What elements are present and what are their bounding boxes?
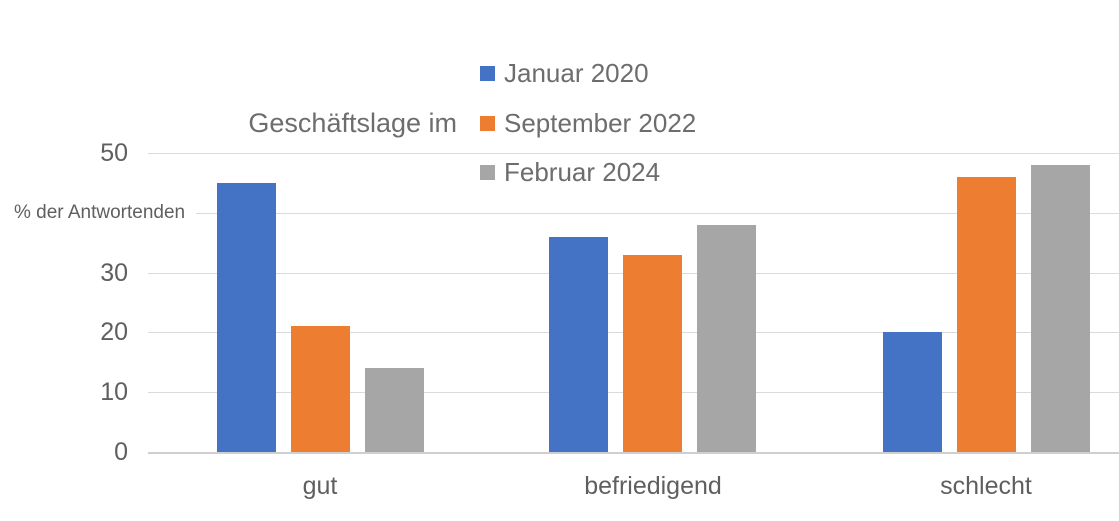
- y-tick-label-10: 10: [100, 378, 128, 407]
- legend-marker-icon: [480, 164, 495, 180]
- y-tick-label-20: 20: [100, 318, 128, 347]
- bar-group-befriedigend: [549, 225, 756, 452]
- gridline-50: [148, 153, 1119, 154]
- bar-januar-2020-gut: [217, 183, 276, 452]
- x-axis-label-gut: gut: [302, 472, 338, 500]
- bar-group-gut: [217, 183, 424, 452]
- bar-februar-2024-befriedigend: [697, 225, 756, 452]
- x-axis-label-schlecht: schlecht: [940, 472, 1032, 500]
- bar-januar-2020-schlecht: [883, 332, 942, 452]
- y-tick-label-30: 30: [100, 258, 128, 287]
- legend-marker-icon: [480, 65, 495, 81]
- legend-label: September 2022: [504, 108, 697, 138]
- legend-marker-icon: [480, 115, 495, 131]
- gridline-40: [148, 212, 1119, 214]
- x-axis-label-befriedigend: befriedigend: [584, 472, 722, 500]
- bar-januar-2020-befriedigend: [549, 237, 608, 452]
- chart-title: Geschäftslage im: [248, 108, 457, 138]
- legend-item-september-2022: September 2022: [480, 107, 696, 139]
- gridline-0: [148, 452, 1119, 454]
- bar-group-schlecht: [883, 165, 1090, 452]
- legend-label: Januar 2020: [504, 58, 649, 88]
- y-tick-label-0: 0: [114, 438, 128, 466]
- legend-item-februar-2024: Februar 2024: [480, 156, 660, 188]
- legend-label: Februar 2024: [504, 157, 661, 187]
- y-tick-label-50: 50: [100, 139, 128, 167]
- bar-september-2022-schlecht: [957, 177, 1016, 452]
- bar-februar-2024-schlecht: [1031, 165, 1090, 452]
- bar-februar-2024-gut: [365, 368, 424, 452]
- bar-september-2022-gut: [291, 326, 350, 452]
- legend-item-januar-2020: Januar 2020: [480, 57, 649, 89]
- bar-september-2022-befriedigend: [623, 255, 682, 452]
- y-axis-label: % der Antwortenden: [14, 199, 197, 226]
